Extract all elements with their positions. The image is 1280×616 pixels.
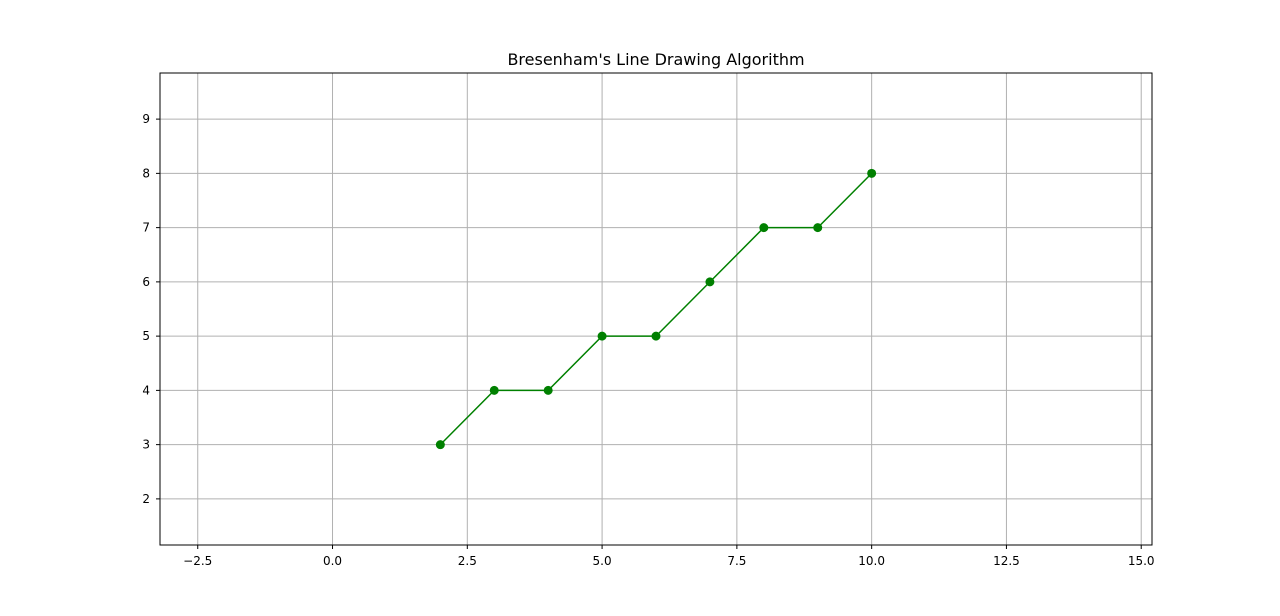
x-tick-label: 0.0 xyxy=(323,554,342,568)
y-tick-label: 7 xyxy=(142,221,150,235)
data-point xyxy=(813,223,823,233)
x-tick-label: 5.0 xyxy=(593,554,612,568)
data-point xyxy=(597,331,607,341)
y-tick-label: 5 xyxy=(142,329,150,343)
data-point xyxy=(489,385,499,395)
data-point xyxy=(435,440,445,450)
x-tick-label: 15.0 xyxy=(1128,554,1155,568)
data-point xyxy=(759,223,769,233)
y-tick-label: 4 xyxy=(142,383,150,397)
grid-lines xyxy=(160,73,1152,545)
y-tick-label: 8 xyxy=(142,166,150,180)
y-tick-label: 6 xyxy=(142,275,150,289)
x-tick-label: 10.0 xyxy=(858,554,885,568)
x-tick-label: 7.5 xyxy=(727,554,746,568)
plot-area-frame xyxy=(159,72,1153,546)
data-point xyxy=(705,277,715,287)
series-line xyxy=(439,172,873,446)
y-tick-label: 2 xyxy=(142,492,150,506)
x-tick-label: 2.5 xyxy=(458,554,477,568)
x-tick-label: −2.5 xyxy=(183,554,212,568)
data-point xyxy=(867,168,877,178)
x-tick-label: 12.5 xyxy=(993,554,1020,568)
y-tick-label: 3 xyxy=(142,438,150,452)
y-tick-label: 9 xyxy=(142,112,150,126)
x-axis: −2.5 0.0 2.5 5.0 7.5 10.0 12.5 15.0 xyxy=(183,545,1155,568)
y-axis: 2 3 4 5 6 7 8 9 xyxy=(142,112,160,506)
data-series xyxy=(435,168,877,450)
data-point xyxy=(651,331,661,341)
data-point xyxy=(543,385,553,395)
chart-title: Bresenham's Line Drawing Algorithm xyxy=(507,50,804,69)
